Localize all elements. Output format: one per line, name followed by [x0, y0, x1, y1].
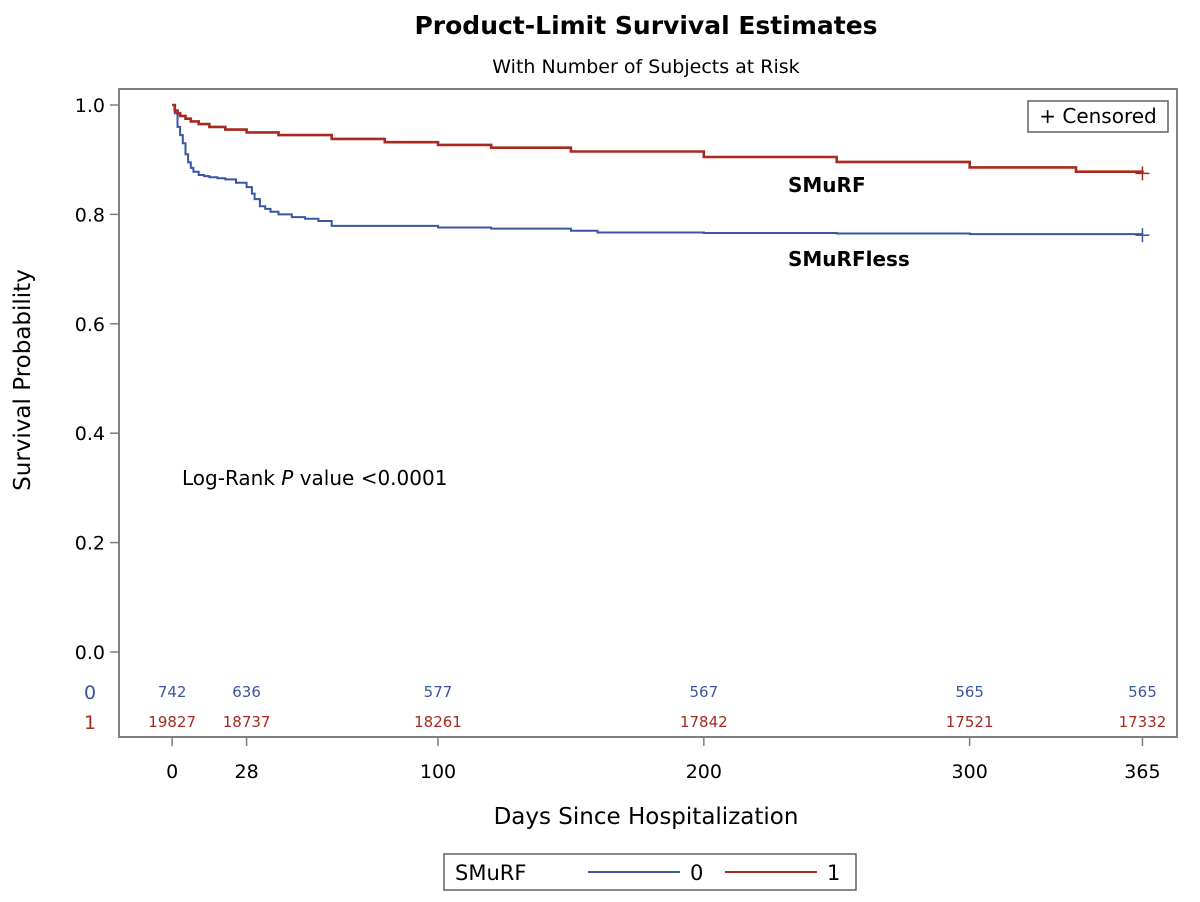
at-risk-value: 577	[424, 683, 453, 701]
curve-label-smurfless: SMuRFless	[788, 247, 910, 271]
legend-label-1: 1	[827, 861, 840, 885]
at-risk-table: 0 742 636 577 567 565 565 1 19827 18737 18261 17842…	[84, 682, 1166, 734]
log-rank-prefix: Log-Rank	[182, 466, 281, 490]
chart-title: Product-Limit Survival Estimates	[414, 11, 877, 40]
x-tick-label: 300	[952, 761, 988, 783]
curve-label-smurf: SMuRF	[788, 173, 866, 197]
log-rank-annotation: Log-Rank P value <0.0001	[182, 466, 447, 490]
at-risk-value: 17521	[946, 713, 994, 731]
at-risk-value: 567	[690, 683, 719, 701]
censored-legend-box	[1027, 100, 1169, 133]
y-tick-label: 0.4	[75, 423, 105, 445]
chart-subtitle: With Number of Subjects at Risk	[492, 56, 799, 78]
x-tick-label: 28	[235, 761, 259, 783]
survival-curve-group-1	[172, 103, 1144, 174]
at-risk-value: 565	[1128, 683, 1157, 701]
group-legend-title: SMuRF	[455, 861, 526, 885]
at-risk-group-label: 1	[84, 712, 96, 734]
survival-curve-group-0	[172, 104, 1144, 236]
x-tick-label: 0	[166, 761, 178, 783]
at-risk-value: 636	[232, 683, 261, 701]
at-risk-value: 18261	[414, 713, 462, 731]
group-legend: SMuRF 0 1	[443, 853, 857, 891]
censor-marks	[1135, 166, 1150, 243]
log-rank-suffix: value <0.0001	[293, 466, 447, 490]
y-tick-label: 0.2	[75, 533, 105, 555]
y-axis-label: Survival Probability	[10, 269, 36, 491]
at-risk-value: 565	[955, 683, 984, 701]
x-tick-label: 100	[420, 761, 456, 783]
y-tick-label: 0.6	[75, 314, 105, 336]
legend-label-0: 0	[690, 861, 703, 885]
at-risk-group-label: 0	[84, 682, 96, 704]
censored-legend: + Censored	[1027, 100, 1169, 133]
at-risk-value: 18737	[223, 713, 271, 731]
at-risk-value: 19827	[148, 713, 196, 731]
survival-curves	[172, 103, 1144, 236]
x-axis-label: Days Since Hospitalization	[494, 804, 799, 830]
y-tick-label: 0.8	[75, 204, 105, 226]
log-rank-p: P	[281, 466, 294, 490]
at-risk-value: 17332	[1119, 713, 1167, 731]
x-tick-label: 200	[686, 761, 722, 783]
y-axis: 0.0 0.2 0.4 0.6 0.8 1.0	[75, 95, 119, 664]
y-tick-label: 0.0	[75, 642, 105, 664]
at-risk-value: 742	[158, 683, 187, 701]
censored-legend-text: + Censored	[1039, 104, 1157, 128]
at-risk-value: 17842	[680, 713, 728, 731]
plot-frame	[118, 88, 1178, 738]
x-tick-label: 365	[1124, 761, 1160, 783]
x-axis: 0 28 100 200 300 365	[166, 737, 1161, 783]
y-tick-label: 1.0	[75, 95, 105, 117]
